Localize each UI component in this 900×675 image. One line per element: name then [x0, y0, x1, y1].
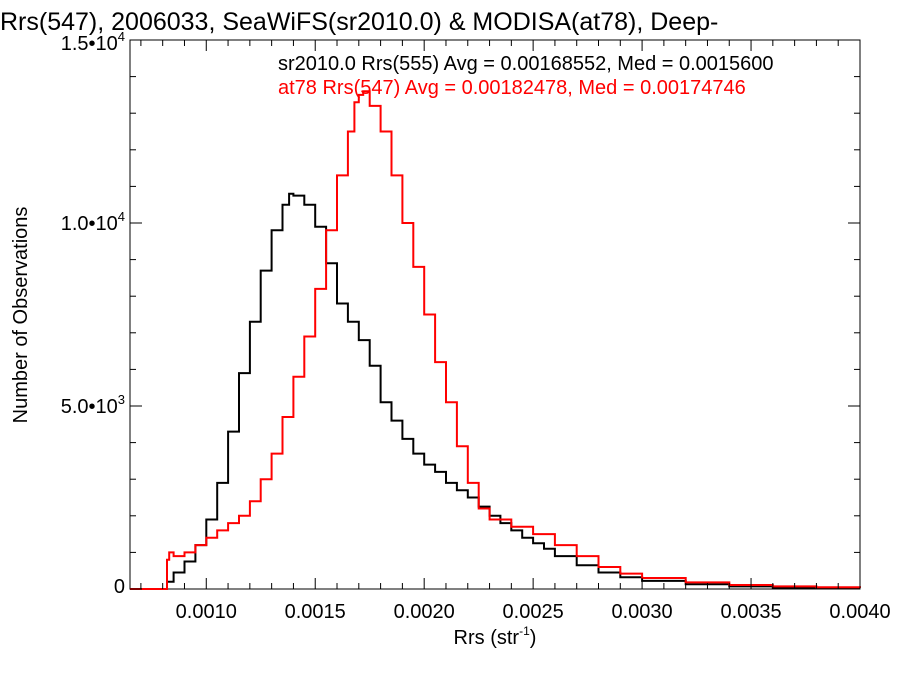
y-tick-label: 0	[114, 576, 125, 598]
chart-title: Rrs(547), 2006033, SeaWiFS(sr2010.0) & M…	[0, 8, 718, 36]
legend-entry-1: sr2010.0 Rrs(555) Avg = 0.00168552, Med …	[278, 53, 774, 75]
x-tick-label: 0.0015	[285, 601, 346, 623]
tick-layer: 0.0010 0.0015 0.0020 0.0025 0.0030 0.0035 0.00…	[61, 29, 891, 623]
y-tick-label: 5.0•103	[61, 392, 125, 418]
x-axis-label-sup: -1	[519, 624, 530, 638]
plot-area	[129, 39, 861, 590]
y-tick-label: 1.0•104	[61, 209, 125, 235]
series-line-1	[130, 192, 860, 590]
x-axis-label-suffix: )	[530, 627, 537, 649]
plot-frame	[129, 39, 861, 590]
x-axis-label-text: Rrs (str	[454, 627, 520, 649]
x-tick-label: 0.0040	[829, 601, 890, 623]
x-tick-label: 0.0025	[503, 601, 564, 623]
x-tick-label: 0.0035	[720, 601, 781, 623]
legend-entry-2: at78 Rrs(547) Avg = 0.00182478, Med = 0.…	[278, 77, 746, 99]
x-tick-label: 0.0010	[176, 601, 237, 623]
legend: sr2010.0 Rrs(555) Avg = 0.00168552, Med …	[278, 53, 774, 99]
x-axis-label: Rrs (str-1)	[454, 624, 537, 649]
series-layer	[130, 90, 861, 590]
y-tick-label: 1.5•104	[61, 29, 125, 55]
x-tick-label: 0.0030	[612, 601, 673, 623]
y-axis-label: Number of Observations	[10, 207, 32, 424]
series-line-2	[130, 90, 861, 590]
x-tick-label: 0.0020	[394, 601, 455, 623]
